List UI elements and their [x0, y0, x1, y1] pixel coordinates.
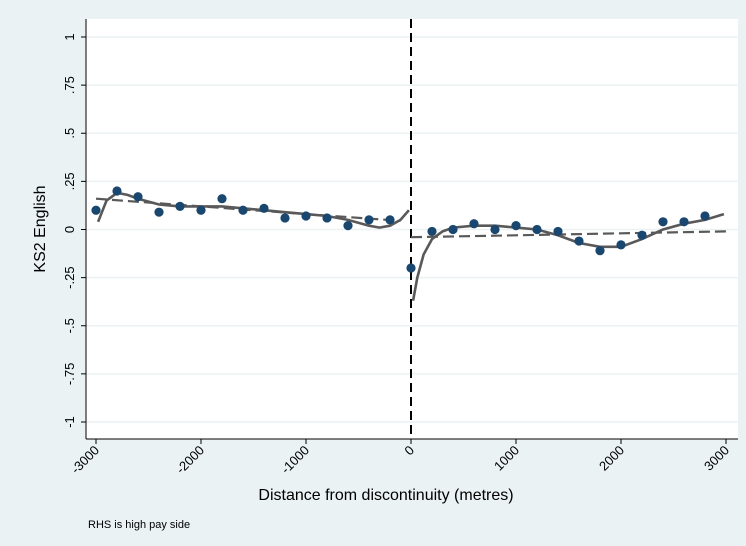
data-point: [364, 215, 374, 225]
data-point: [280, 213, 290, 223]
data-point: [490, 224, 500, 235]
fitted-curves: [95, 19, 727, 439]
data-point: [679, 217, 689, 227]
data-point: [700, 211, 710, 221]
x-axis-ticks: -3000 -2000 -1000 0 1000 2000 3000: [68, 439, 732, 477]
y-tick-label: .75: [62, 76, 77, 94]
x-tick-label: -3000: [68, 443, 102, 477]
chart-note: RHS is high pay side: [88, 519, 190, 531]
x-axis-title: Distance from discontinuity (metres): [258, 487, 513, 504]
x-tick-label: -1000: [278, 443, 312, 477]
x-tick-label: 1000: [491, 443, 522, 474]
x-tick-label: 0: [401, 443, 417, 459]
data-point: [322, 213, 332, 223]
data-point: [259, 203, 269, 213]
y-tick-label: -1: [62, 416, 77, 428]
local-fit-curve-left: [96, 191, 410, 229]
data-point: [154, 207, 164, 217]
data-point: [532, 224, 542, 235]
data-point: [469, 219, 479, 229]
data-point: [196, 205, 206, 215]
data-point: [217, 194, 227, 204]
data-point: [658, 217, 668, 227]
y-axis-title: KS2 English: [32, 185, 49, 272]
data-points: [91, 186, 710, 273]
linear-fit-line-right: [410, 230, 727, 239]
data-point: [238, 205, 248, 215]
data-point: [91, 205, 101, 215]
data-point: [448, 224, 458, 235]
y-tick-label: -.75: [62, 363, 77, 385]
data-point: [301, 211, 311, 221]
data-point: [553, 226, 563, 237]
data-point: [511, 221, 521, 231]
y-tick-label: -.25: [62, 266, 77, 288]
data-point: [175, 201, 185, 211]
data-point: [406, 263, 416, 273]
y-tick-label: -.5: [62, 318, 77, 333]
y-tick-label: 0: [62, 226, 77, 233]
data-point: [427, 226, 437, 237]
x-tick-label: 3000: [701, 443, 732, 474]
data-point: [112, 186, 122, 196]
y-tick-label: .25: [62, 172, 77, 190]
data-point: [385, 215, 395, 225]
data-point: [637, 230, 647, 240]
data-point: [343, 221, 353, 231]
data-point: [574, 236, 584, 246]
y-axis-ticks: -1 -.75 -.5 -.25 0 .25 .5 .75 1: [62, 33, 86, 428]
y-tick-label: 1: [62, 33, 77, 40]
x-tick-label: -2000: [173, 443, 207, 477]
data-point: [595, 246, 605, 256]
data-point: [133, 192, 143, 202]
data-point: [616, 240, 626, 250]
y-tick-label: .5: [62, 128, 77, 139]
x-tick-label: 2000: [596, 443, 627, 474]
